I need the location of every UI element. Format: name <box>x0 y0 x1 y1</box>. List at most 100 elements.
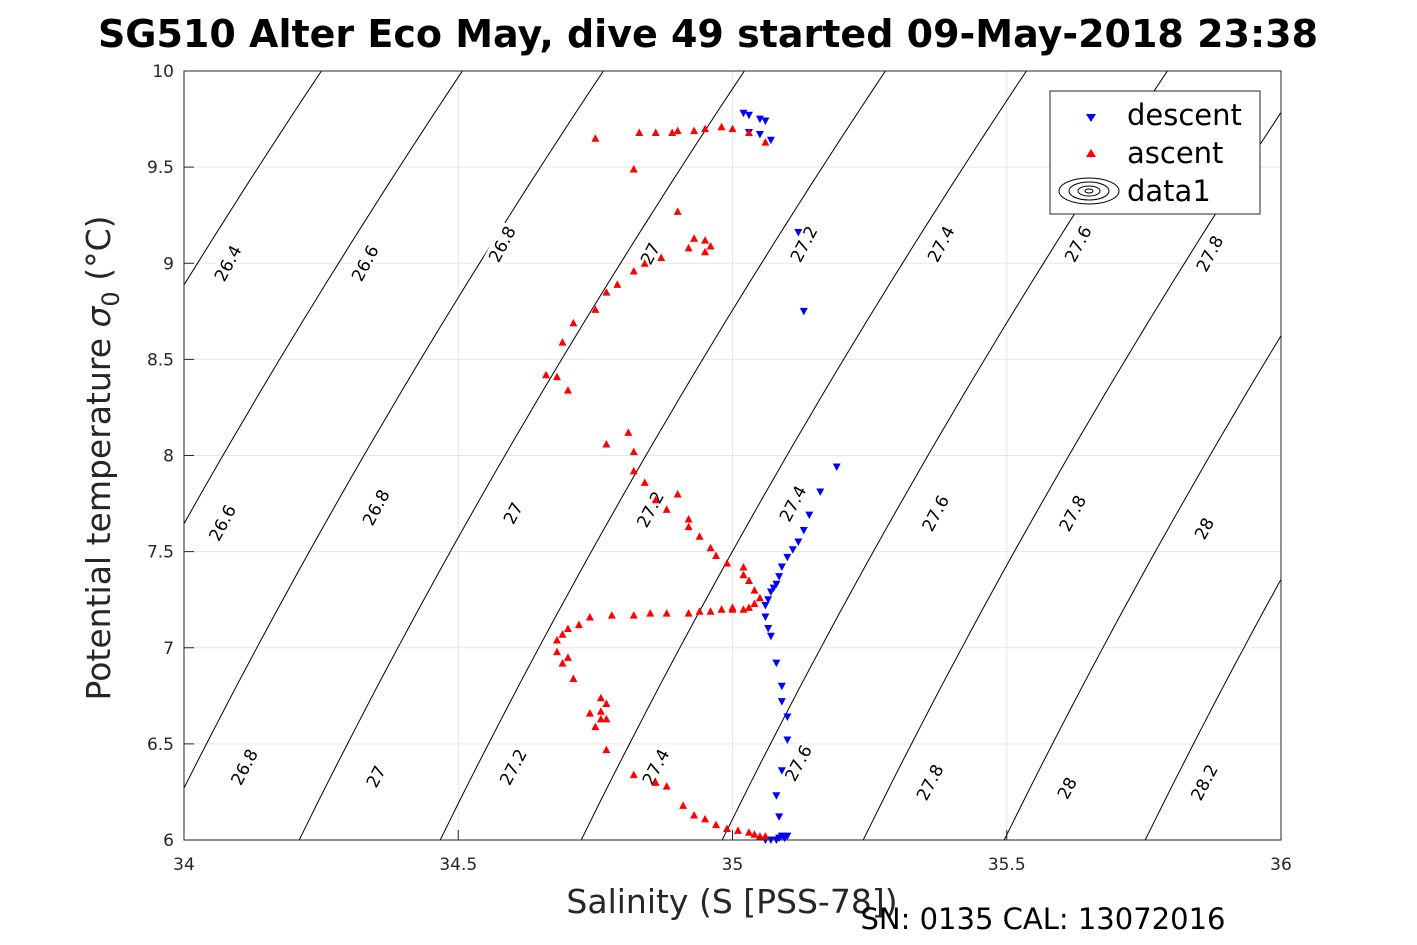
contour-label-bg <box>494 744 532 790</box>
y-tick-label: 6.5 <box>147 735 174 755</box>
ascent-point <box>585 612 594 621</box>
ascent-point <box>739 605 748 613</box>
descent-point <box>755 130 764 139</box>
contour-label-bg <box>483 221 521 267</box>
ascent-point <box>662 505 671 513</box>
y-tick-label: 8.5 <box>147 350 174 370</box>
ascent-point <box>651 778 660 786</box>
ascent-point <box>602 745 611 754</box>
ascent-point <box>744 576 753 584</box>
descent-point <box>780 834 789 843</box>
descent-point <box>766 588 775 596</box>
ascent-point <box>563 624 572 633</box>
descent-point <box>772 580 781 589</box>
ascent-point <box>591 722 600 731</box>
descent-point <box>832 463 841 472</box>
ascent-point <box>651 128 660 137</box>
ascent-point <box>563 653 572 661</box>
descent-point <box>755 115 764 124</box>
ascent-point <box>602 288 611 296</box>
contour-label-bg <box>922 221 960 267</box>
y-tick-label: 8 <box>163 447 174 467</box>
ascent-point <box>640 259 649 267</box>
ascent-point <box>684 609 693 617</box>
ascent-point <box>701 124 710 133</box>
ascent-point <box>569 318 578 327</box>
ascent-point <box>717 122 726 131</box>
ascent-point <box>640 478 649 486</box>
ascent-point <box>690 811 699 819</box>
descent-point <box>766 136 775 145</box>
ascent-point <box>668 128 677 137</box>
contour-label-bg <box>785 221 823 267</box>
contour-label-bg <box>632 231 669 276</box>
contour-label-bg <box>1059 221 1097 267</box>
ascent-point <box>739 563 748 571</box>
ascent-point <box>690 234 699 242</box>
descent-point <box>739 109 748 118</box>
ascent-point <box>673 489 682 498</box>
ascent-point <box>744 603 753 611</box>
ascent-point <box>629 266 638 275</box>
descent-point <box>764 625 773 633</box>
ascent-point <box>596 707 605 715</box>
y-tick-label: 9.5 <box>147 158 174 178</box>
descent-point <box>761 117 770 125</box>
x-tick-label: 35.5 <box>988 855 1026 875</box>
ascent-point <box>591 134 600 142</box>
ascent-point <box>701 247 710 256</box>
legend-descent-marker <box>1086 114 1096 122</box>
descent-point <box>772 659 781 668</box>
ascent-point <box>750 599 759 608</box>
serial-calibration-footer: SN: 0135 CAL: 13072016 <box>861 902 1226 936</box>
density-contour <box>184 71 604 790</box>
ascent-point <box>695 607 704 615</box>
descent-point <box>799 526 808 535</box>
ascent-point <box>569 674 578 683</box>
ascent-point <box>712 551 721 559</box>
ascent-point <box>574 620 583 629</box>
ascent-point <box>673 207 682 215</box>
density-contour <box>580 71 1027 840</box>
y-tick-label: 7.5 <box>147 543 174 563</box>
ascent-point <box>552 647 561 656</box>
x-tick-label: 35 <box>722 855 744 875</box>
descent-point <box>783 553 792 562</box>
descent-point <box>816 488 825 497</box>
ascent-point <box>701 814 710 823</box>
density-contour <box>1286 71 1417 840</box>
ascent-point <box>723 824 732 832</box>
x-tick-label: 36 <box>1270 855 1292 875</box>
ascent-point <box>673 126 682 135</box>
density-contour <box>298 71 745 840</box>
contour-label-bg <box>226 744 263 790</box>
descent-point <box>761 601 770 610</box>
y-axis-ticks: 6 6.5 7 7.5 8 8.5 9 9.5 10 <box>147 62 194 851</box>
descent-point <box>764 596 773 604</box>
contour-label-bg <box>911 759 949 805</box>
ascent-point <box>585 709 594 717</box>
contour-labels: 26.4 26.6 26.8 27 27.2 27.4 27.6 27.826.6 26.8 27… <box>204 221 1228 811</box>
ascent-point <box>755 832 764 840</box>
ascent-point <box>629 611 638 619</box>
ascent-point <box>629 165 638 173</box>
ascent-point <box>744 828 753 836</box>
ascent-point <box>701 236 710 244</box>
ascent-point <box>684 522 693 531</box>
legend-ascent-marker <box>1086 149 1096 157</box>
contour-label-bg <box>1054 490 1091 536</box>
ascent-series <box>542 122 770 840</box>
ascent-point <box>629 466 638 475</box>
contour-label-bg <box>204 500 241 546</box>
ascent-point <box>563 386 572 394</box>
ascent-point <box>624 428 633 436</box>
ascent-point <box>629 447 638 456</box>
y-tick-label: 7 <box>163 639 174 659</box>
contour-label-bg <box>1185 506 1223 551</box>
contour-label-bg <box>357 485 395 530</box>
y-tick-label: 10 <box>152 62 174 82</box>
contour-label-bg <box>357 754 395 799</box>
ascent-point <box>602 439 611 448</box>
ascent-point <box>706 607 715 615</box>
